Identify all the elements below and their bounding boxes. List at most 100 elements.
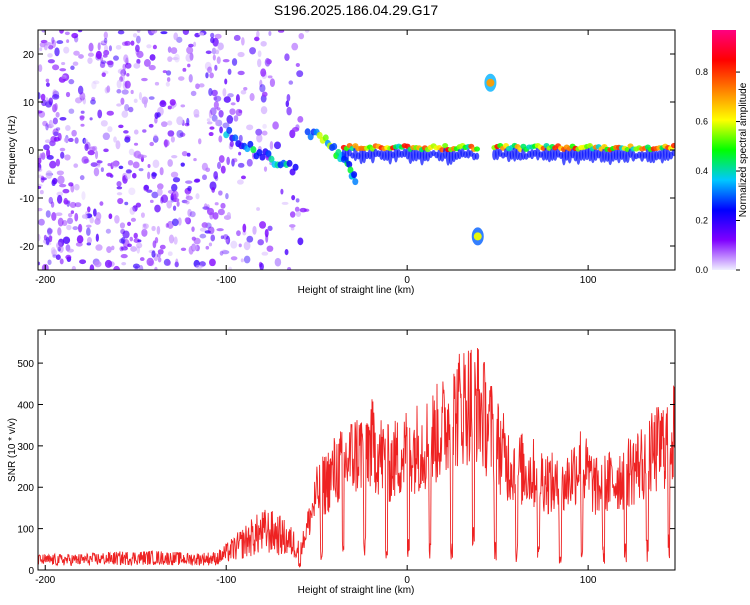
noise-mark (146, 257, 154, 267)
noise-mark (166, 200, 172, 209)
noise-mark (167, 46, 172, 53)
noise-mark (80, 110, 85, 114)
noise-mark (186, 152, 191, 157)
noise-mark (219, 250, 224, 256)
noise-mark (231, 158, 235, 167)
noise-mark (126, 73, 130, 77)
noise-mark (133, 98, 138, 104)
noise-mark (160, 121, 168, 128)
noise-mark (45, 78, 50, 83)
noise-mark (141, 77, 148, 82)
noise-mark (77, 223, 83, 233)
noise-mark (116, 186, 123, 190)
noise-mark (181, 151, 188, 157)
main-line-mark (670, 142, 675, 149)
noise-mark (124, 80, 131, 89)
noise-mark (59, 183, 67, 188)
noise-mark (116, 103, 122, 107)
noise-mark (284, 249, 289, 256)
noise-mark (47, 259, 52, 265)
noise-mark (113, 136, 117, 143)
noise-mark (71, 32, 79, 39)
noise-mark (148, 64, 156, 71)
noise-mark (124, 135, 131, 140)
noise-mark (113, 55, 119, 61)
noise-mark (87, 57, 93, 64)
noise-mark (157, 249, 164, 255)
noise-mark (256, 207, 260, 211)
noise-mark (57, 175, 65, 185)
noise-mark (119, 222, 126, 229)
noise-mark (246, 124, 254, 131)
noise-mark (142, 223, 146, 227)
noise-mark (100, 60, 107, 64)
noise-mark (71, 129, 77, 137)
noise-mark (96, 159, 101, 166)
descending-track-mark (304, 128, 311, 136)
noise-mark (74, 137, 79, 144)
noise-mark (256, 30, 260, 38)
noise-mark (92, 145, 98, 151)
noise-mark (249, 93, 255, 102)
noise-mark (95, 244, 103, 251)
noise-mark (45, 82, 50, 87)
noise-mark (73, 183, 80, 191)
colorbar-ticks: 0.0 0.2 0.4 0.6 0.8 (695, 67, 740, 275)
noise-mark (54, 103, 58, 111)
noise-mark (206, 121, 213, 125)
noise-mark (187, 185, 192, 192)
noise-mark (304, 208, 310, 212)
noise-mark (47, 53, 53, 58)
noise-mark (123, 54, 129, 63)
noise-mark (207, 66, 213, 74)
noise-mark (209, 258, 216, 267)
noise-mark (117, 68, 125, 74)
noise-mark (41, 99, 47, 107)
noise-mark (289, 129, 296, 139)
noise-mark (63, 197, 68, 205)
noise-mark (220, 202, 226, 209)
noise-mark (41, 30, 46, 33)
noise-mark (165, 81, 170, 87)
noise-mark (269, 78, 276, 88)
noise-mark (167, 56, 173, 63)
noise-mark (166, 260, 171, 266)
noise-mark (68, 108, 75, 114)
noise-mark (143, 184, 150, 191)
track-tail-mark (451, 149, 457, 163)
noise-mark (167, 220, 174, 229)
noise-mark (267, 75, 273, 79)
noise-mark (218, 155, 225, 163)
noise-mark (189, 211, 196, 218)
noise-mark (106, 85, 111, 93)
noise-mark (114, 214, 120, 224)
noise-mark (74, 35, 79, 43)
noise-mark (38, 167, 43, 173)
noise-mark (211, 187, 216, 193)
noise-mark (143, 99, 147, 108)
noise-mark (295, 211, 302, 217)
noise-mark (230, 240, 238, 249)
noise-mark (93, 208, 97, 217)
noise-mark (209, 126, 215, 130)
noise-mark (86, 236, 93, 244)
noise-mark (246, 235, 254, 243)
noise-mark (243, 255, 251, 264)
noise-mark (45, 101, 53, 108)
spectrogram-ytick-label: -20 (20, 242, 35, 253)
noise-mark (81, 214, 88, 219)
noise-mark (240, 175, 246, 180)
snr-xtick-label: -100 (216, 575, 236, 586)
noise-mark (167, 251, 173, 257)
noise-mark (85, 141, 91, 150)
descending-track-mark (351, 171, 358, 179)
noise-mark (102, 54, 108, 58)
noise-mark (182, 30, 190, 36)
noise-mark (157, 257, 162, 263)
noise-mark (173, 236, 178, 245)
noise-mark (51, 93, 60, 100)
noise-mark (215, 49, 220, 55)
snr-ylabel: SNR (10 * v/v) (7, 418, 18, 482)
noise-mark (72, 61, 79, 66)
noise-mark (180, 247, 187, 251)
